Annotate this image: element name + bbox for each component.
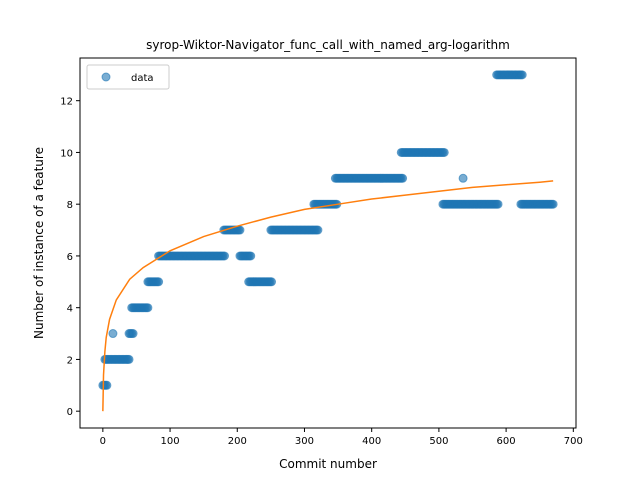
data-point (458, 173, 468, 183)
data-point-run (143, 277, 164, 287)
data-point-run (235, 251, 256, 261)
data-point-run (516, 199, 558, 209)
data-point (108, 329, 118, 339)
data-point (313, 225, 323, 235)
data-point (267, 277, 277, 287)
y-tick-label: 12 (60, 97, 73, 108)
data-point (124, 354, 134, 364)
data-point-run (438, 199, 503, 209)
y-tick-label: 8 (67, 200, 73, 211)
x-tick-label: 500 (429, 436, 448, 447)
axes: 0 100 200 300 400 500 600 700 0 2 4 6 8 10 12 (60, 97, 583, 447)
x-tick-label: 600 (497, 436, 516, 447)
legend-box (86, 64, 170, 90)
x-tick-label: 400 (362, 436, 381, 447)
data-point (398, 173, 408, 183)
data-point-run (124, 329, 138, 339)
data-point (154, 277, 164, 287)
x-tick-label: 0 (100, 436, 106, 447)
x-tick-label: 100 (161, 436, 180, 447)
fit-curve (102, 180, 554, 412)
data-point-run (330, 173, 408, 183)
y-axis-label: Number of instance of a feature (32, 147, 46, 339)
data-point-run (108, 329, 118, 339)
data-point (517, 70, 527, 80)
legend: data (86, 64, 170, 90)
data-point-run (100, 354, 134, 364)
legend-marker (101, 72, 111, 82)
y-tick-label: 2 (67, 355, 73, 366)
data-point-run (244, 277, 277, 287)
x-tick-label: 700 (564, 436, 583, 447)
data-point (439, 147, 449, 157)
y-tick-label: 10 (60, 148, 73, 159)
data-point (128, 329, 138, 339)
chart-title: syrop-Wiktor-Navigator_func_call_with_na… (146, 38, 510, 52)
x-axis-label: Commit number (279, 457, 377, 471)
data-point (235, 225, 245, 235)
legend-label: data (131, 73, 154, 84)
data-point (246, 251, 256, 261)
data-point-run (154, 251, 229, 261)
x-tick-label: 300 (295, 436, 314, 447)
plot-area (98, 70, 558, 412)
axes-frame (79, 57, 577, 429)
y-tick-label: 6 (67, 252, 73, 263)
data-point-run (266, 225, 323, 235)
data-point-run (98, 380, 112, 390)
x-tick-label: 200 (228, 436, 247, 447)
data-point-run (458, 173, 468, 183)
data-point (548, 199, 558, 209)
data-point-run (396, 147, 449, 157)
data-point (220, 251, 229, 261)
data-point-run (492, 70, 527, 80)
y-tick-label: 4 (67, 304, 73, 315)
data-point-run (127, 303, 153, 313)
data-point (143, 303, 153, 313)
y-tick-label: 0 (67, 407, 73, 418)
data-point (493, 199, 503, 209)
